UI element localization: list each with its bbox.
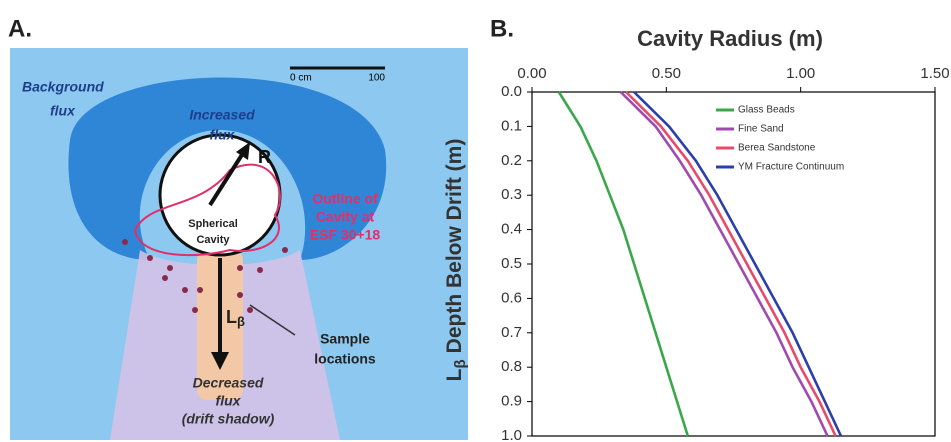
leader-line [249, 304, 296, 336]
legend-label: Glass Beads [738, 105, 795, 116]
samples-label: locations [314, 351, 376, 367]
background-flux: Background [22, 79, 104, 95]
y-tick-label: 0.4 [501, 221, 522, 238]
panel-label: A. [8, 15, 32, 42]
outline-label: ESF 30+18 [310, 227, 381, 243]
y-tick-label: 1.0 [501, 427, 522, 442]
panel-a: A. 0 cm 100 Background flux Increased fl… [8, 15, 468, 440]
y-label-main: L [443, 368, 466, 381]
y-tick-label: 0.5 [501, 255, 522, 272]
samples-label: Sample [320, 331, 370, 347]
cavity-label: Cavity [196, 234, 230, 246]
x-tick-label: 1.00 [786, 65, 815, 82]
decreased-flux: Decreased [193, 375, 264, 391]
panel-label: B. [490, 15, 514, 42]
chart-title: Cavity Radius (m) [637, 26, 823, 51]
legend-box [712, 100, 932, 184]
cavity-outline [133, 163, 281, 257]
y-tick-label: 0.3 [501, 186, 522, 203]
outline-label: Cavity at [316, 209, 375, 225]
legend-label: Fine Sand [738, 124, 784, 135]
y-tick-label: 0.7 [501, 324, 522, 341]
y-tick-label: 0.8 [501, 358, 522, 375]
increased-flux: flux [210, 127, 236, 143]
legend-label: Berea Sandstone [738, 143, 816, 154]
y-axis-label: Lβ Depth Below Drift (m) [443, 139, 469, 382]
background-flux: flux [50, 103, 76, 119]
series-line [625, 91, 837, 437]
outline-label: Outline of [312, 191, 378, 207]
cavity-label: Spherical [188, 218, 238, 230]
y-label-sub: β [452, 359, 469, 368]
length-label: Lβ [226, 307, 245, 330]
series-line [619, 91, 829, 437]
increased-flux: Increased [189, 107, 255, 123]
scale-label: 100 [368, 73, 385, 84]
decreased-flux: flux [216, 393, 242, 409]
length-main: L [226, 307, 237, 327]
panel-b: B. Cavity Radius (m) Lβ Depth Below Drift… [443, 15, 950, 442]
y-tick-label: 0.1 [501, 117, 522, 134]
increased-flux-zone [68, 77, 387, 260]
series-line [557, 91, 690, 437]
y-tick-label: 0.2 [501, 152, 522, 169]
x-tick-label: 0.50 [652, 65, 681, 82]
arrowhead [211, 352, 229, 370]
x-tick-label: 0.00 [517, 65, 546, 82]
decreased-flux: (drift shadow) [182, 411, 275, 427]
radius-label: R [258, 147, 271, 167]
length-sub: β [237, 314, 245, 329]
y-tick-label: 0.6 [501, 289, 522, 306]
y-label-rest: Depth Below Drift (m) [443, 139, 466, 354]
scale-label: 0 cm [290, 73, 312, 84]
arrowhead [236, 142, 250, 160]
radius-arrow [208, 148, 247, 207]
y-tick-label: 0.0 [501, 83, 522, 100]
sample-dots [122, 239, 288, 313]
legend-label: YM Fracture Continuum [738, 162, 844, 173]
x-tick-label: 1.50 [920, 65, 949, 82]
y-tick-label: 0.9 [501, 393, 522, 410]
series-line [633, 91, 843, 437]
